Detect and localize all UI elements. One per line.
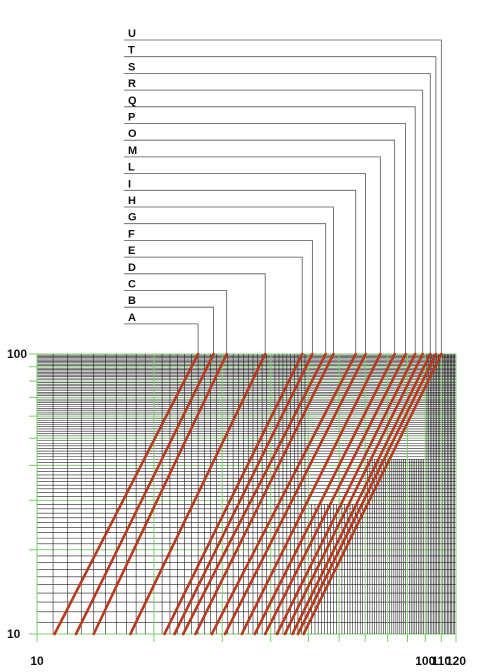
leader-r <box>124 89 424 354</box>
curve-label-a: A <box>128 312 136 324</box>
curve-e <box>163 352 304 636</box>
curve-label-u: U <box>128 28 136 40</box>
leader-u <box>124 39 442 354</box>
curve-label-p: P <box>128 112 135 124</box>
curve-b <box>74 352 215 636</box>
leader-d <box>124 273 266 354</box>
x-tick-label: 110 <box>432 654 452 668</box>
curve-s <box>291 352 432 636</box>
leader-g <box>124 223 327 354</box>
label-leaders <box>124 39 442 354</box>
curve-g <box>181 352 327 636</box>
curve-h <box>194 352 335 636</box>
curve-q <box>275 352 417 636</box>
y-tick-label: 10 <box>7 627 21 641</box>
curve-label-t: T <box>128 45 135 57</box>
curve-t <box>296 352 438 636</box>
curve-label-h: H <box>128 195 136 207</box>
leader-f <box>124 239 313 354</box>
curve-d <box>129 352 267 636</box>
leader-a <box>124 323 199 354</box>
curve-label-d: D <box>128 262 136 274</box>
curve-label-l: L <box>128 162 135 174</box>
curve-label-o: O <box>128 128 137 140</box>
leader-s <box>124 73 431 354</box>
curves <box>53 352 443 636</box>
leader-c <box>124 290 228 354</box>
leader-q <box>124 106 416 354</box>
curve-a <box>53 352 200 636</box>
curve-label-q: Q <box>128 95 137 107</box>
x-tick-label: 10 <box>30 654 44 668</box>
x-tick-label: 120 <box>446 654 466 668</box>
leader-i <box>124 189 357 354</box>
leader-h <box>124 206 334 354</box>
curve-label-i: I <box>128 178 131 190</box>
x-tick-label: 100 <box>415 654 435 668</box>
curve-label-b: B <box>128 295 136 307</box>
y-tick-label: 100 <box>7 347 27 361</box>
curve-label-s: S <box>128 61 135 73</box>
leader-l <box>124 173 366 354</box>
curve-i <box>210 352 358 636</box>
curve-f <box>173 352 314 636</box>
curve-label-m: M <box>128 145 137 157</box>
curve-r <box>283 352 425 636</box>
curve-m <box>240 352 382 636</box>
curve-label-c: C <box>128 279 136 291</box>
leader-o <box>124 139 396 354</box>
curve-c <box>92 352 228 636</box>
leader-t <box>124 56 437 354</box>
curve-o <box>253 352 396 636</box>
curve-l <box>223 352 367 636</box>
curve-label-e: E <box>128 245 135 257</box>
leader-e <box>124 256 303 354</box>
leader-b <box>124 306 214 354</box>
curve-p <box>263 352 407 636</box>
curve-u <box>302 352 443 636</box>
curve-label-f: F <box>128 228 135 240</box>
leader-p <box>124 123 407 354</box>
curve-label-g: G <box>128 212 137 224</box>
leader-m <box>124 156 381 354</box>
curve-label-r: R <box>128 78 136 90</box>
